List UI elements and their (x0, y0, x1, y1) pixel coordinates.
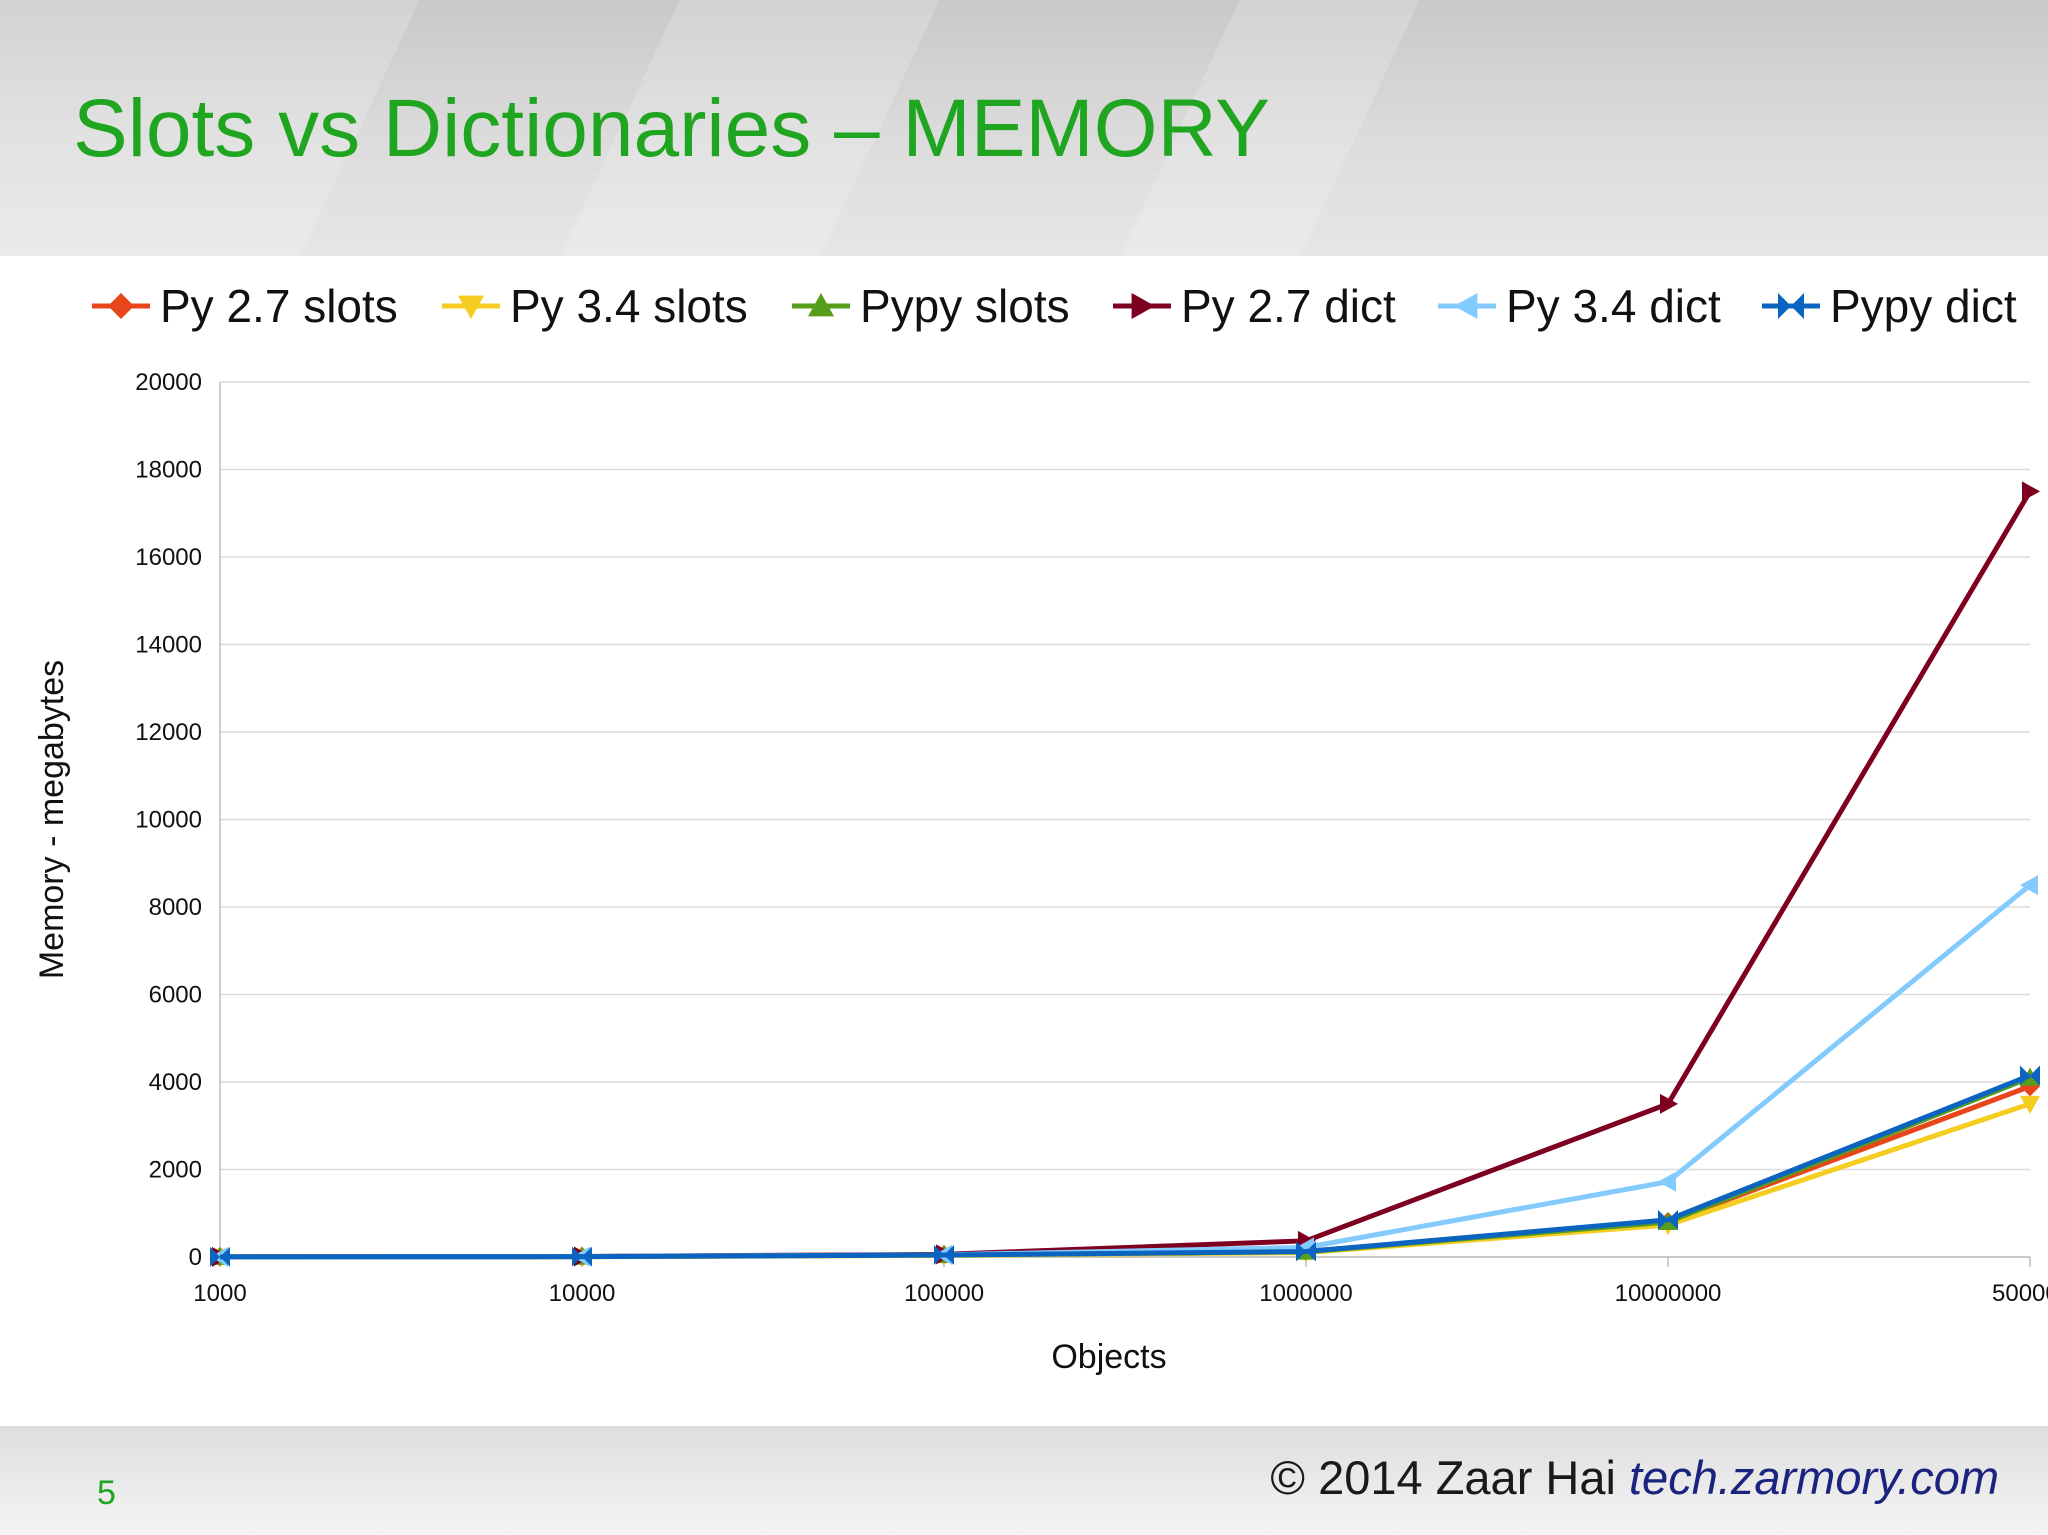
x-tick-label: 1000 (193, 1280, 246, 1307)
data-point-marker (2022, 481, 2040, 502)
y-tick-label: 20000 (135, 369, 202, 396)
data-point-marker (2020, 1065, 2040, 1086)
y-tick-label: 12000 (135, 719, 202, 746)
x-tick-label: 50000 (1992, 1280, 2048, 1307)
y-tick-label: 2000 (149, 1157, 202, 1184)
page-number: 5 (97, 1474, 116, 1512)
copyright-text: © 2014 Zaar Hai (1270, 1451, 1616, 1504)
legend-marker (458, 295, 484, 319)
y-tick-label: 16000 (135, 544, 202, 571)
legend-marker (1454, 293, 1478, 319)
header-band (0, 0, 2048, 256)
website-link[interactable]: tech.zarmory.com (1629, 1451, 1999, 1504)
y-tick-label: 4000 (149, 1069, 202, 1096)
y-axis-title: Memory - megabytes (33, 660, 71, 979)
legend-marker (808, 293, 834, 317)
legend-label: Py 2.7 slots (160, 280, 398, 332)
legend-marker (108, 293, 134, 319)
legend-marker (1131, 293, 1155, 319)
legend-label: Py 3.4 slots (510, 280, 748, 332)
x-tick-label: 10000000 (1615, 1280, 1722, 1307)
x-tick-label: 10000 (549, 1280, 616, 1307)
series-line (219, 1073, 2031, 1260)
memory-line-chart: 0 2000 4000 6000 8000 10000 12000 14000 16000 180… (33, 280, 2048, 1376)
y-tick-label: 6000 (149, 982, 202, 1009)
legend-marker (1778, 293, 1804, 319)
x-tick-label: 1000000 (1259, 1280, 1352, 1307)
data-point-marker (2020, 875, 2038, 896)
data-point-marker (1660, 1093, 1678, 1114)
footer-band (0, 1426, 2048, 1535)
y-tick-label: 14000 (135, 632, 202, 659)
slide-title: Slots vs Dictionaries – MEMORY (73, 83, 1270, 174)
data-point-marker (1658, 1171, 1676, 1192)
y-tick-label: 0 (189, 1244, 202, 1271)
y-tick-label: 18000 (135, 457, 202, 484)
data-point-marker (572, 1246, 592, 1267)
x-tick-label: 100000 (904, 1280, 984, 1307)
copyright-notice: © 2014 Zaar Hai tech.zarmory.com (1270, 1450, 1999, 1505)
data-point-marker (1296, 1241, 1316, 1262)
legend-label: Py 3.4 dict (1506, 280, 1721, 332)
data-point-marker (210, 1246, 230, 1267)
data-point-marker (2020, 1095, 2040, 1114)
y-tick-label: 8000 (149, 894, 202, 921)
x-axis-title: Objects (1051, 1338, 1166, 1376)
legend-label: Py 2.7 dict (1181, 280, 1396, 332)
data-point-marker (934, 1245, 954, 1266)
data-point-marker (1658, 1209, 1678, 1230)
legend-label: Pypy dict (1830, 280, 2017, 332)
y-tick-label: 10000 (135, 807, 202, 834)
legend-label: Pypy slots (860, 280, 1070, 332)
